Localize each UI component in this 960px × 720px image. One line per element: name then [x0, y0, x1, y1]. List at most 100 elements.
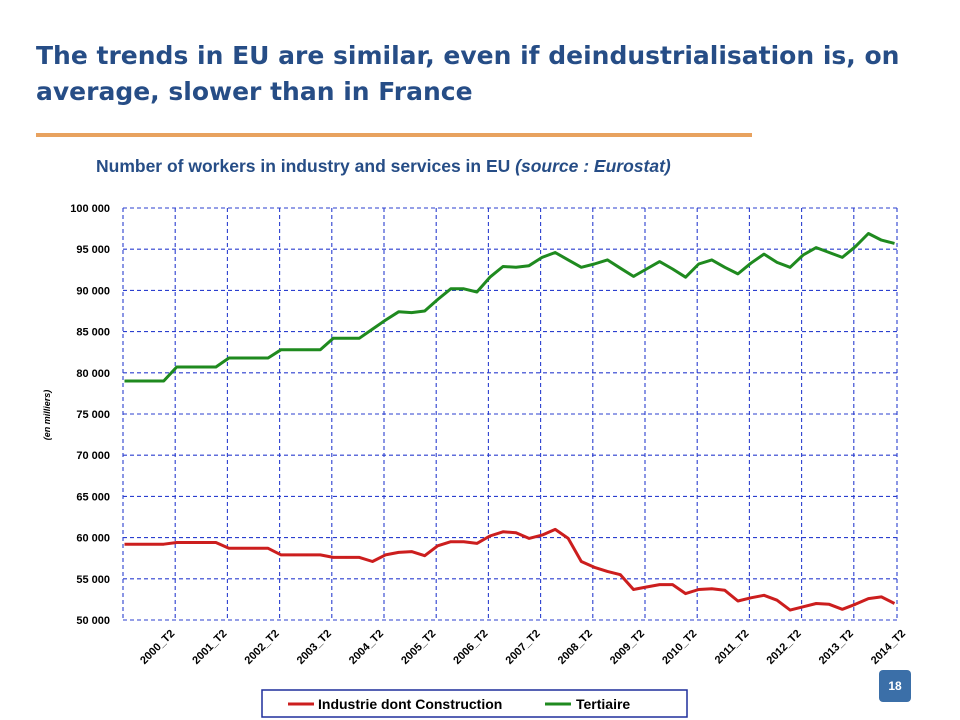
data-point [632, 588, 634, 590]
data-point [867, 232, 869, 234]
data-point [176, 541, 178, 543]
y-tick-label: 80 000 [76, 368, 110, 380]
data-point [463, 288, 465, 290]
data-point [724, 266, 726, 268]
data-point [776, 599, 778, 601]
y-tick-label: 60 000 [76, 533, 110, 545]
data-point [554, 251, 556, 253]
x-tick-label: 2014_T2 [869, 628, 908, 667]
chart-title: Number of workers in industry and servic… [96, 156, 946, 177]
x-tick-label: 2010_T2 [660, 628, 699, 667]
data-point [228, 547, 230, 549]
data-point [267, 357, 269, 359]
data-point [397, 551, 399, 553]
data-point [371, 328, 373, 330]
chart-title-source: (source : Eurostat) [515, 156, 671, 176]
data-point [332, 337, 334, 339]
data-point [215, 366, 217, 368]
data-point [280, 349, 282, 351]
data-point [410, 311, 412, 313]
data-point [619, 573, 621, 575]
data-point [776, 261, 778, 263]
data-point [241, 357, 243, 359]
data-point [828, 603, 830, 605]
data-point [841, 608, 843, 610]
data-point [358, 556, 360, 558]
y-tick-label: 50 000 [76, 615, 110, 627]
data-point [345, 556, 347, 558]
data-point [254, 547, 256, 549]
data-point [423, 310, 425, 312]
data-point [189, 366, 191, 368]
data-point [580, 266, 582, 268]
data-point [228, 357, 230, 359]
data-point [136, 543, 138, 545]
data-point [397, 311, 399, 313]
data-point [162, 380, 164, 382]
data-point [841, 256, 843, 258]
legend-label: Tertiaire [576, 696, 630, 712]
data-point [123, 543, 125, 545]
data-point [437, 298, 439, 300]
data-point [189, 541, 191, 543]
series-line-industrie [124, 527, 896, 612]
data-point [502, 265, 504, 267]
data-point [880, 239, 882, 241]
slide-title: The trends in EU are similar, even if de… [36, 41, 900, 106]
data-point [423, 555, 425, 557]
page-number-badge: 18 [879, 670, 911, 702]
data-point [554, 528, 556, 530]
data-point [332, 556, 334, 558]
data-point [528, 537, 530, 539]
data-point [593, 566, 595, 568]
data-point [750, 597, 752, 599]
y-tick-label: 85 000 [76, 327, 110, 339]
x-tick-label: 2007_T2 [504, 628, 543, 667]
x-tick-label: 2000_T2 [138, 628, 177, 667]
data-point [893, 602, 895, 604]
data-point [450, 288, 452, 290]
data-point [802, 606, 804, 608]
data-point [306, 554, 308, 556]
data-point [541, 534, 543, 536]
data-point [671, 268, 673, 270]
data-point [371, 560, 373, 562]
x-tick-label: 2004_T2 [347, 628, 386, 667]
data-point [162, 543, 164, 545]
data-point [593, 263, 595, 265]
data-point [202, 366, 204, 368]
data-point [215, 541, 217, 543]
x-tick-label: 2012_T2 [765, 628, 804, 667]
data-point [802, 254, 804, 256]
data-point [724, 589, 726, 591]
legend: Industrie dont Construction Tertiaire [261, 689, 688, 718]
y-tick-label: 70 000 [76, 450, 110, 462]
data-point [658, 583, 660, 585]
data-point [854, 603, 856, 605]
data-point [202, 541, 204, 543]
data-point [515, 266, 517, 268]
data-point [789, 609, 791, 611]
data-point [711, 587, 713, 589]
data-point [306, 349, 308, 351]
data-point [619, 267, 621, 269]
data-point [711, 259, 713, 261]
data-point [149, 380, 151, 382]
data-point [515, 531, 517, 533]
series-line-tertiaire [124, 232, 895, 383]
data-point [580, 560, 582, 562]
data-point [149, 543, 151, 545]
data-point [854, 246, 856, 248]
x-tick-label: 2008_T2 [556, 628, 595, 667]
data-point [763, 253, 765, 255]
data-point [567, 259, 569, 261]
x-tick-label: 2003_T2 [295, 628, 334, 667]
x-tick-label: 2002_T2 [243, 628, 282, 667]
data-point [293, 349, 295, 351]
y-tick-label: 75 000 [76, 409, 110, 421]
data-point [502, 531, 504, 533]
data-point [737, 600, 739, 602]
data-point [241, 547, 243, 549]
data-point [410, 550, 412, 552]
